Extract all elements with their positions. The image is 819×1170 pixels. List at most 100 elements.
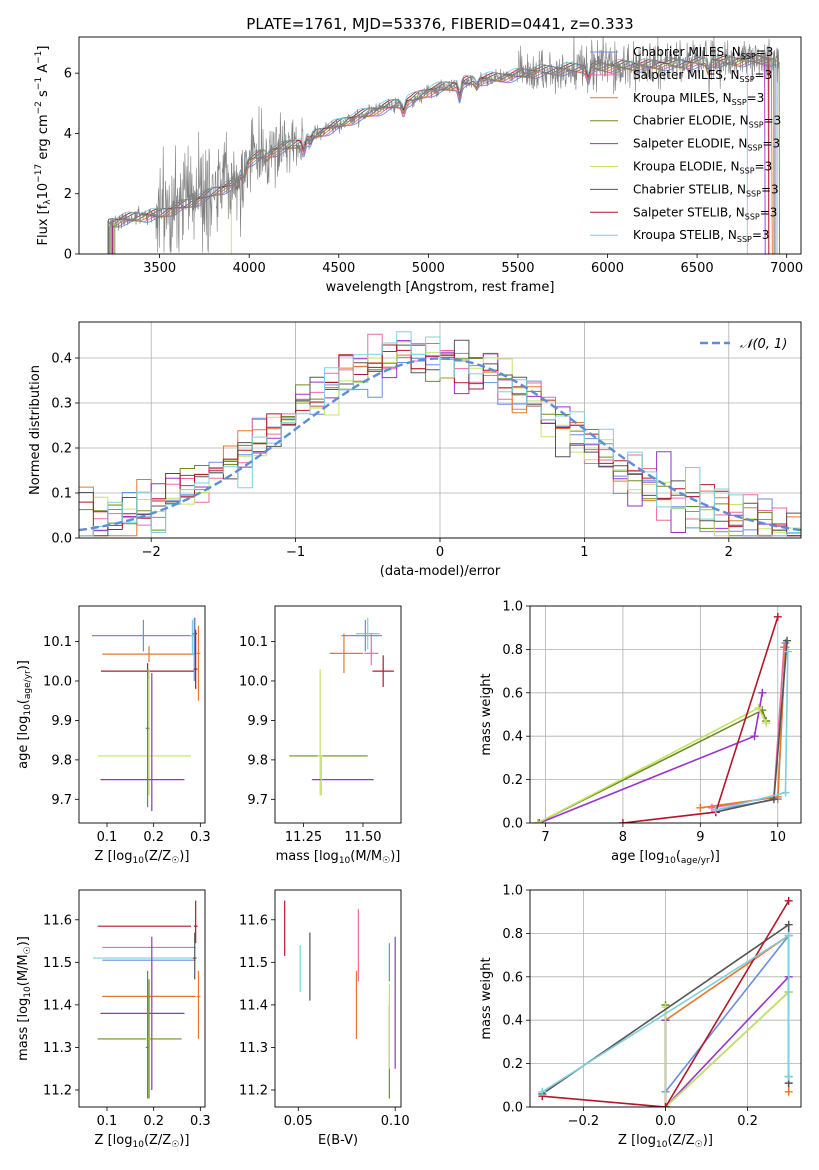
y-tick-label: 0 — [64, 248, 72, 263]
x-tick-label: 11.25 — [285, 830, 322, 845]
y-tick-label: 11.2 — [239, 1083, 268, 1098]
x-tick-label: 4500 — [322, 261, 355, 276]
x-tick-label: 4000 — [233, 261, 266, 276]
y-tick-label: 1.0 — [502, 884, 523, 899]
legend-entry-value: =3 — [761, 182, 779, 196]
y-axis-label: mass weight — [479, 957, 494, 1039]
y-axis-label-part: age [log — [16, 716, 31, 769]
legend-entry-sub: SSP — [745, 212, 760, 221]
x-axis-label-part: 10 — [664, 856, 676, 866]
legend-entry-sub: SSP — [732, 98, 747, 107]
y-tick-label: 10.0 — [239, 674, 268, 689]
legend-entry-sub: SSP — [747, 144, 762, 153]
x-tick-label: 0.1 — [97, 830, 118, 845]
legend-entry-krou_elodie: Kroupa ELODIE, NSSP=3 — [633, 160, 772, 176]
x-tick-label: 6000 — [591, 261, 624, 276]
x-axis-label-part: age/yr — [681, 856, 710, 866]
x-axis-label-part: ☉ — [171, 856, 179, 866]
legend-entry-salp_stelib: Salpeter STELIB, NSSP=3 — [633, 205, 777, 221]
axes-frame — [78, 889, 206, 1108]
y-tick-label: 10.1 — [43, 635, 72, 650]
axes-mass-Z: 0.1 0.2 0.311.211.311.411.511.6Z [log10(Z/… — [16, 889, 211, 1150]
x-axis-label-part: (Z/Z — [144, 849, 171, 864]
x-axis-label-part: ☉ — [382, 856, 390, 866]
axes-weight-Z: −0.2 0.0 0.2 0.0 0.2 0.4 0.6 0.8 1.0 Z [log10(Z/Z… — [479, 884, 802, 1150]
y-tick-label: 0.4 — [51, 352, 72, 367]
y-tick-label: 0.2 — [502, 773, 523, 788]
weight-marker-salp_elodie — [535, 819, 544, 823]
y-tick-label: 0.4 — [502, 730, 523, 745]
y-tick-label: 0.6 — [502, 686, 523, 701]
observed-spectrum — [107, 37, 780, 254]
x-tick-label: 0.2 — [737, 1114, 758, 1129]
y-tick-label: 10.1 — [239, 635, 268, 650]
legend-entry-text: Salpeter ELODIE, N — [633, 137, 747, 151]
x-axis-label: age [log10(age/yr)] — [611, 849, 720, 866]
x-axis-label-part: (M/M — [350, 849, 382, 864]
weight-marker-krou_elodie — [754, 703, 763, 712]
x-tick-label: 0.10 — [381, 1114, 410, 1129]
x-tick-label: 0.2 — [143, 1114, 164, 1129]
legend-entry-normal: 𝒩(0, 1) — [740, 337, 787, 352]
legend-entry-salp_miles: Salpeter MILES, NSSP=3 — [633, 68, 772, 84]
y-axis-label-part: A — [36, 64, 51, 77]
y-axis-label-part: −1 — [34, 51, 44, 64]
weight-marker-krou_stelib — [784, 931, 793, 940]
y-tick-label: 0.0 — [502, 817, 523, 832]
weight-line-chab_miles — [664, 933, 790, 1093]
model-spectrum-chab_elodie — [114, 58, 780, 254]
y-tick-label: 6 — [64, 67, 72, 82]
legend-entry-sub: SSP — [749, 121, 764, 130]
y-tick-label: 0.8 — [502, 643, 523, 658]
weight-marker-krou_stelib — [538, 1087, 547, 1096]
x-tick-label: 0.3 — [190, 830, 211, 845]
y-tick-label: 9.9 — [247, 714, 268, 729]
weight-marker-krou_miles — [696, 803, 705, 812]
y-axis-label: Normed distribution — [28, 365, 43, 495]
y-axis-label-part: )] — [16, 936, 31, 946]
legend-entry-salp_elodie: Salpeter ELODIE, NSSP=3 — [633, 137, 780, 153]
x-tick-label: 5500 — [501, 261, 534, 276]
y-axis-label: mass weight — [479, 673, 494, 755]
legend-entry-text: Salpeter STELIB, N — [633, 205, 745, 219]
legend-entry-chab_elodie: Chabrier ELODIE, NSSP=3 — [633, 114, 781, 130]
y-axis-label-part: ] — [36, 46, 51, 51]
legend-entry-text: Chabrier MILES, N — [633, 45, 741, 59]
y-axis-label: Flux [fλ10−17 erg cm−2 s−1 A−1] — [34, 46, 53, 246]
model-spectrum-krou_elodie — [230, 56, 779, 254]
axes-frame — [274, 605, 402, 824]
axes-frame — [78, 605, 206, 824]
x-axis-label-part: )] — [703, 1133, 713, 1148]
legend-entry-value: =3 — [755, 68, 773, 82]
y-tick-label: 9.8 — [51, 753, 72, 768]
x-axis-label-part: (Z/Z — [144, 1133, 171, 1148]
x-tick-label: 0 — [436, 545, 444, 560]
weight-marker-chab_stelib — [783, 636, 792, 645]
axes-frame — [529, 889, 802, 1108]
legend-entry-value: =3 — [760, 205, 778, 219]
y-axis-label-part: −17 — [34, 164, 44, 183]
weight-marker-krou_miles — [784, 1087, 793, 1096]
y-tick-label: 2 — [64, 187, 72, 202]
y-axis-label-part: erg cm — [36, 114, 51, 163]
x-axis-label: Z [log10(Z/Z☉)] — [618, 1133, 713, 1150]
y-axis-label-part: (M/M — [16, 954, 31, 986]
x-axis-label: Z [log10(Z/Z☉)] — [95, 849, 190, 866]
y-axis-label-part: −2 — [34, 101, 44, 114]
legend-entry-sub: SSP — [741, 52, 756, 61]
y-axis-label-part: Flux [f — [36, 204, 51, 245]
y-axis-label: mass [log10(M/M☉)] — [16, 936, 33, 1061]
legend-entry-chab_miles: Chabrier MILES, NSSP=3 — [633, 45, 773, 61]
y-axis-label-part: 10 — [23, 986, 33, 998]
y-tick-label: 9.8 — [247, 753, 268, 768]
weight-marker-krou_stelib — [783, 647, 792, 656]
weight-marker-krou_stelib — [784, 1072, 793, 1081]
y-tick-label: 11.6 — [43, 913, 72, 928]
weight-line-salp_stelib — [542, 900, 790, 1107]
weight-marker-chab_stelib — [784, 920, 793, 929]
weight-marker-krou_elodie — [533, 819, 542, 823]
x-tick-label: 0.1 — [97, 1114, 118, 1129]
plot-area-residuals — [79, 331, 801, 537]
x-axis-label-part: Z [log — [95, 1133, 133, 1148]
weight-marker-salp_stelib — [618, 819, 627, 823]
